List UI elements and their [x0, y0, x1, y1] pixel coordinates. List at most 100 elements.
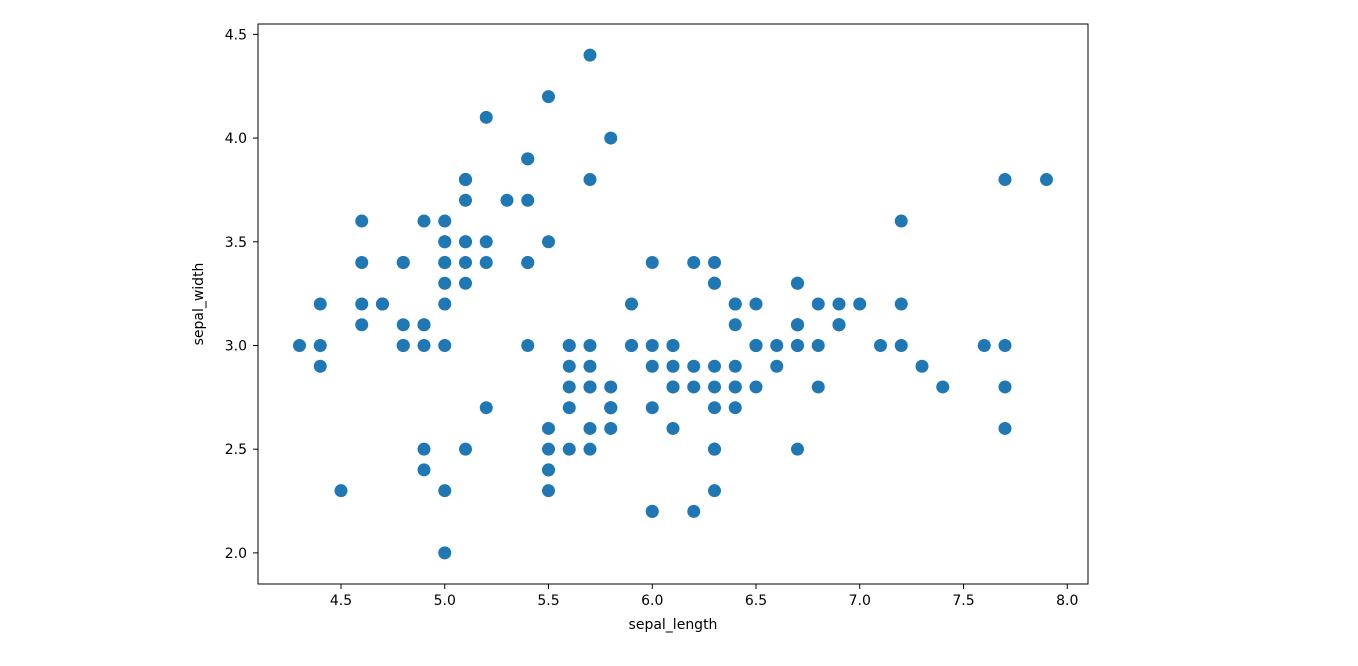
data-point — [916, 360, 929, 373]
data-point — [750, 339, 763, 352]
data-point — [459, 194, 472, 207]
data-point — [687, 360, 700, 373]
data-point — [812, 380, 825, 393]
x-tick-label: 6.0 — [641, 593, 663, 609]
data-point — [438, 215, 451, 228]
data-point — [708, 401, 721, 414]
data-point — [438, 235, 451, 248]
y-tick-label: 2.5 — [225, 442, 247, 458]
data-point — [542, 443, 555, 456]
data-point — [521, 152, 534, 165]
data-point — [563, 360, 576, 373]
x-tick-label: 5.5 — [537, 593, 559, 609]
data-point — [729, 318, 742, 331]
data-point — [750, 298, 763, 311]
chart-svg: 4.55.05.56.06.57.07.58.02.02.53.03.54.04… — [0, 0, 1358, 666]
data-point — [584, 173, 597, 186]
data-point — [791, 318, 804, 331]
data-point — [1040, 173, 1053, 186]
data-point — [667, 339, 680, 352]
data-point — [438, 277, 451, 290]
scatter-chart: 4.55.05.56.06.57.07.58.02.02.53.03.54.04… — [0, 0, 1358, 666]
data-point — [999, 339, 1012, 352]
data-point — [687, 256, 700, 269]
data-point — [936, 380, 949, 393]
data-point — [459, 277, 472, 290]
data-point — [418, 215, 431, 228]
data-point — [646, 401, 659, 414]
data-point — [708, 380, 721, 393]
data-point — [293, 339, 306, 352]
data-point — [584, 443, 597, 456]
data-point — [708, 484, 721, 497]
data-point — [418, 443, 431, 456]
data-point — [563, 339, 576, 352]
data-point — [750, 380, 763, 393]
data-point — [584, 360, 597, 373]
y-tick-label: 3.0 — [225, 338, 247, 354]
data-point — [438, 256, 451, 269]
data-point — [459, 443, 472, 456]
data-point — [729, 298, 742, 311]
data-point — [438, 546, 451, 559]
data-point — [542, 463, 555, 476]
data-point — [376, 298, 389, 311]
x-tick-label: 5.0 — [434, 593, 456, 609]
data-point — [314, 360, 327, 373]
data-point — [729, 360, 742, 373]
data-point — [895, 298, 908, 311]
data-point — [729, 401, 742, 414]
y-tick-label: 2.0 — [225, 546, 247, 562]
data-point — [812, 339, 825, 352]
x-tick-label: 7.0 — [849, 593, 871, 609]
data-point — [791, 339, 804, 352]
data-point — [978, 339, 991, 352]
data-point — [646, 505, 659, 518]
x-tick-label: 4.5 — [330, 593, 352, 609]
data-point — [584, 380, 597, 393]
data-point — [895, 339, 908, 352]
data-point — [521, 339, 534, 352]
data-point — [687, 380, 700, 393]
data-point — [397, 318, 410, 331]
data-point — [314, 339, 327, 352]
data-point — [480, 235, 493, 248]
data-point — [521, 194, 534, 207]
data-point — [895, 215, 908, 228]
data-point — [480, 111, 493, 124]
y-axis-label: sepal_width — [191, 263, 207, 346]
y-tick-label: 4.5 — [225, 27, 247, 43]
data-point — [459, 173, 472, 186]
data-point — [791, 277, 804, 290]
data-point — [770, 339, 783, 352]
x-tick-label: 7.5 — [952, 593, 974, 609]
data-point — [604, 401, 617, 414]
data-point — [459, 235, 472, 248]
data-point — [355, 215, 368, 228]
data-point — [708, 360, 721, 373]
data-point — [480, 401, 493, 414]
data-point — [418, 463, 431, 476]
data-point — [335, 484, 348, 497]
y-tick-label: 4.0 — [225, 131, 247, 147]
data-point — [604, 380, 617, 393]
data-point — [625, 298, 638, 311]
data-point — [397, 256, 410, 269]
data-point — [584, 422, 597, 435]
data-point — [625, 339, 638, 352]
data-point — [355, 318, 368, 331]
y-tick-label: 3.5 — [225, 235, 247, 251]
data-point — [646, 360, 659, 373]
data-point — [542, 235, 555, 248]
data-point — [438, 484, 451, 497]
data-point — [833, 298, 846, 311]
data-point — [604, 422, 617, 435]
data-point — [708, 256, 721, 269]
data-point — [542, 422, 555, 435]
data-point — [770, 360, 783, 373]
data-point — [646, 339, 659, 352]
data-point — [667, 380, 680, 393]
data-point — [563, 380, 576, 393]
data-point — [833, 318, 846, 331]
data-point — [791, 443, 804, 456]
